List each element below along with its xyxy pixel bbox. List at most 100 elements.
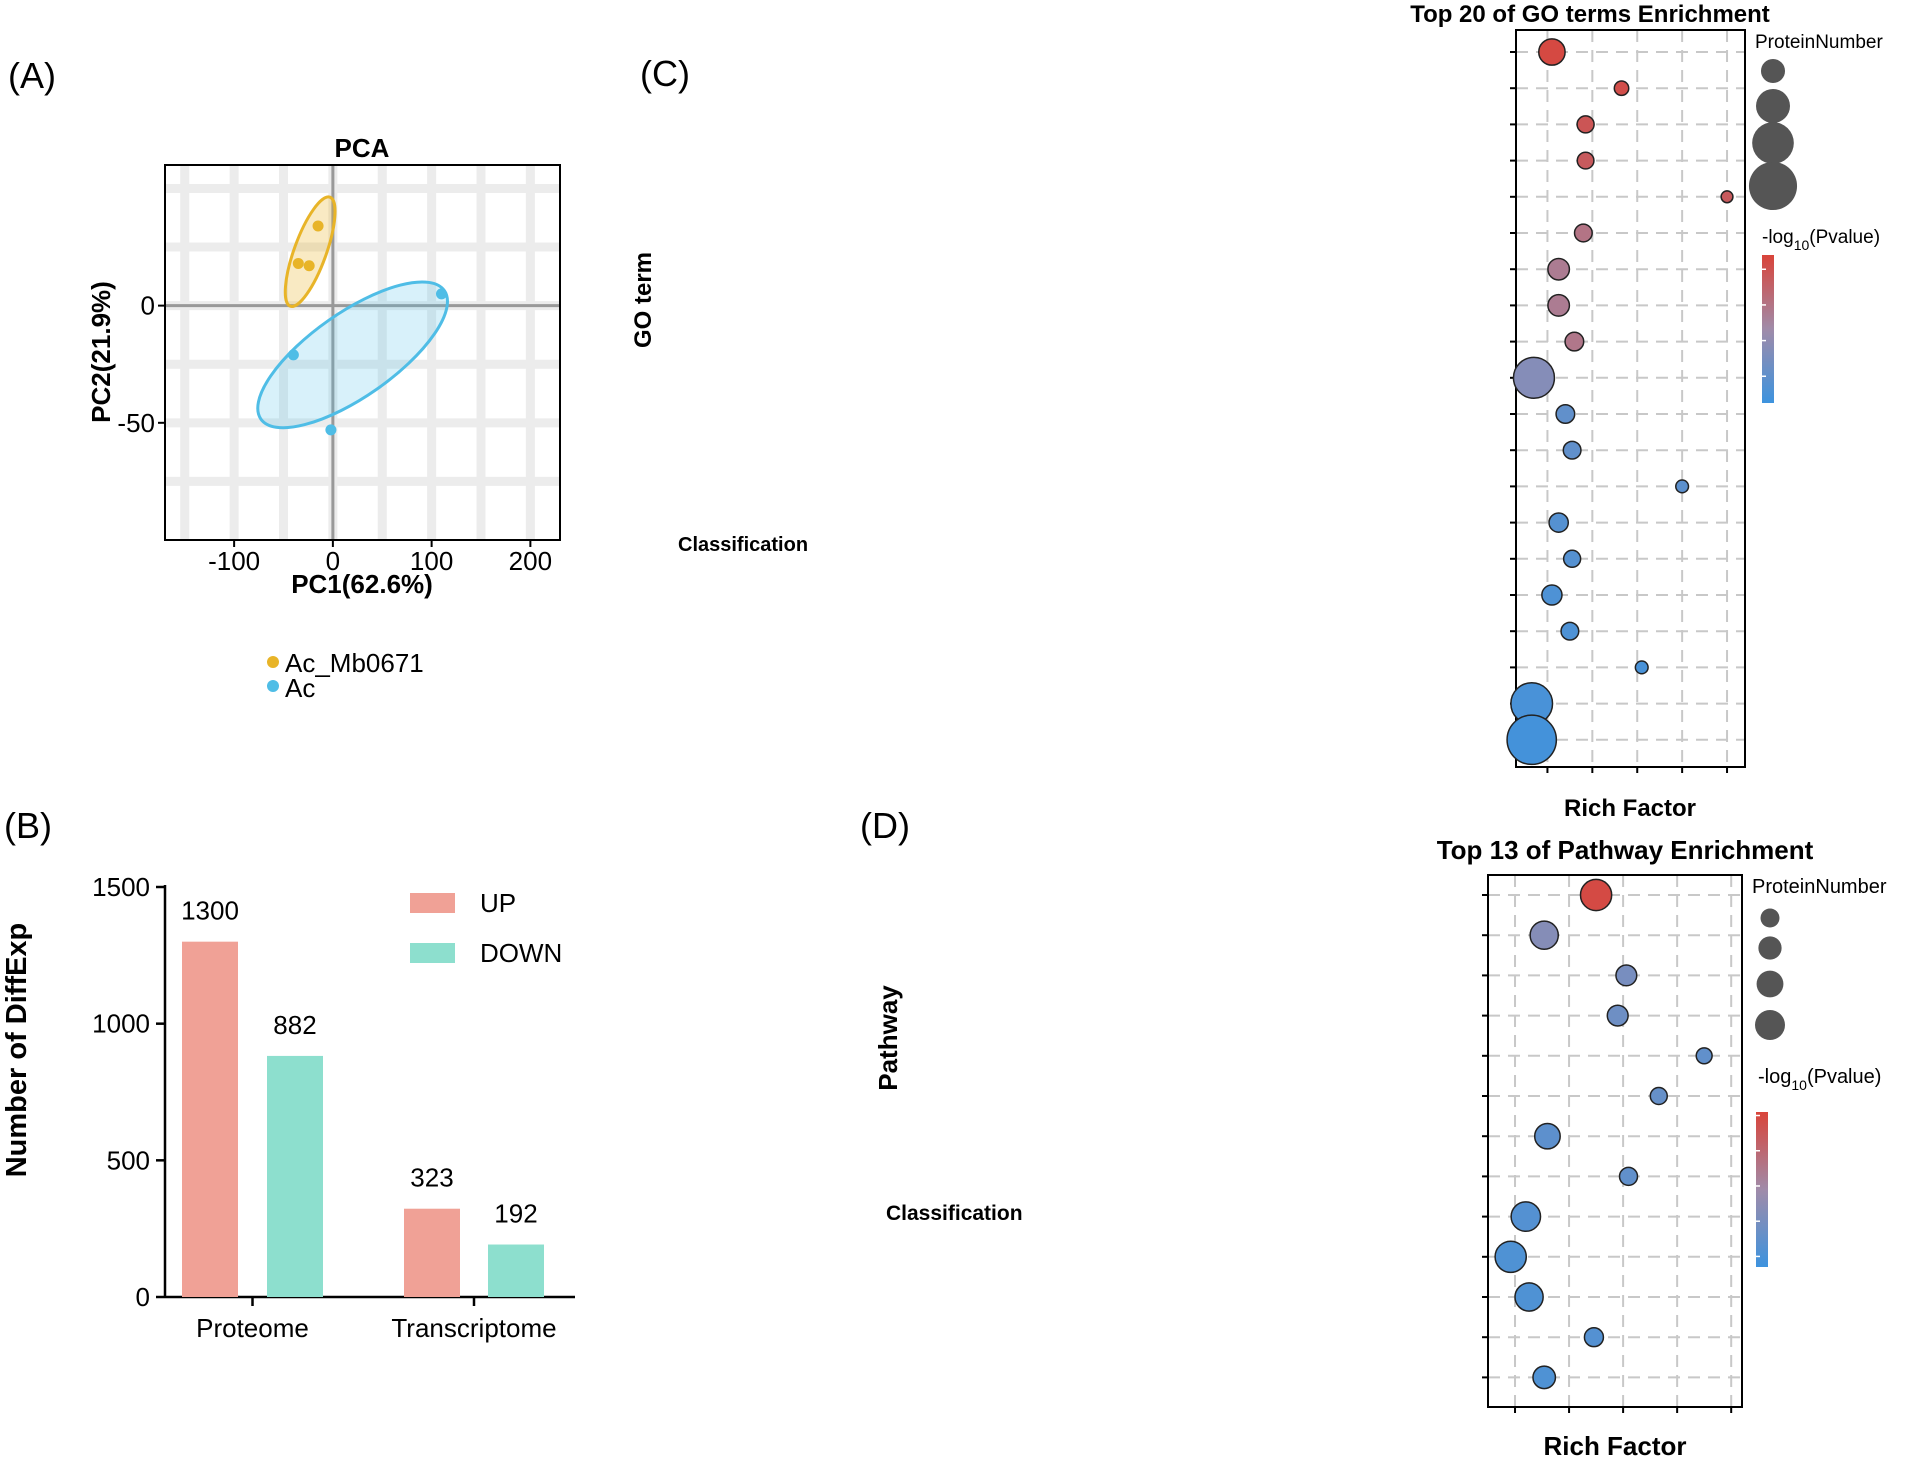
pathway-title: Top 13 of Pathway Enrichment <box>1437 835 1814 865</box>
go-bubble <box>1675 479 1690 494</box>
go-ticks <box>1546 767 1729 773</box>
legend-label-ac: Ac <box>285 673 315 703</box>
pathway-x-axis-label: Rich Factor <box>1543 1431 1686 1457</box>
go-bubble <box>1562 440 1582 460</box>
pca-y-tick-label: -50 <box>117 408 155 438</box>
bar-data-label: 192 <box>494 1199 537 1229</box>
pca-x-tick-label: 100 <box>410 546 453 576</box>
go-color-legend <box>1762 255 1774 403</box>
go-bubble <box>1564 331 1585 352</box>
bar-y-tick-label: 0 <box>136 1282 150 1312</box>
panel-label-b: (B) <box>4 805 52 846</box>
pw-bubble <box>1583 1326 1605 1348</box>
bar-y-tick-label: 1500 <box>92 872 150 902</box>
pw-bubble <box>1494 1240 1528 1274</box>
pathway-ticks <box>1514 1407 1733 1413</box>
pca-y-tick-label: 0 <box>141 291 155 321</box>
go-bubble <box>1576 151 1595 170</box>
go-size-legend <box>1748 58 1798 211</box>
go-bubble <box>1541 584 1563 606</box>
go-bubble <box>1547 257 1571 281</box>
pathway-size-legend-title: ProteinNumber <box>1752 876 1887 898</box>
pathway-color-legend-sub: 10 <box>1791 1077 1807 1093</box>
pca-ticks: -100 0 100 200 0 -50 <box>117 291 552 576</box>
bar-up-transcriptome <box>404 1208 460 1297</box>
go-color-legend-title: -log10(Pvalue) <box>1762 227 1880 253</box>
bar-up-proteome <box>182 941 238 1297</box>
bars: 1300 882 323 192 <box>181 896 544 1297</box>
pw-size-legend-circle <box>1756 970 1784 998</box>
bar-x-tick-label: Transcriptome <box>391 1313 556 1343</box>
go-bubbles <box>1506 38 1734 766</box>
pathway-y-axis-label: Pathway <box>873 985 903 1091</box>
legend-label-up: UP <box>480 888 516 918</box>
go-bubble <box>1548 512 1570 533</box>
go-bubble <box>1555 403 1576 425</box>
go-size-legend-circle <box>1760 58 1786 84</box>
go-bubble <box>1613 80 1630 97</box>
legend-label-ac-mb0671: Ac_Mb0671 <box>285 648 424 678</box>
pw-bubble <box>1579 878 1613 912</box>
go-size-legend-circle <box>1748 161 1798 211</box>
pw-bubble <box>1695 1047 1713 1065</box>
pathway-color-legend-suffix: (Pvalue) <box>1807 1066 1881 1088</box>
bar-y-tick-label: 1000 <box>92 1009 150 1039</box>
panel-label-d: (D) <box>860 805 910 846</box>
legend-swatch-down <box>410 943 455 963</box>
go-bubble <box>1506 714 1558 766</box>
go-bubble <box>1538 38 1566 66</box>
go-bubble <box>1720 190 1734 204</box>
bar-x-tick-label: Proteome <box>196 1313 309 1343</box>
bar-legend: UP DOWN <box>410 888 562 968</box>
pca-plot-frame <box>164 164 561 541</box>
legend-marker-ac <box>267 680 279 692</box>
bar-y-tick-label: 500 <box>107 1145 150 1175</box>
pw-bubble <box>1510 1201 1542 1233</box>
pca-point-ac-mb0671 <box>303 260 315 272</box>
pathway-size-legend <box>1755 908 1785 1040</box>
bar-down-proteome <box>267 1055 323 1297</box>
pca-point-ac <box>287 349 299 361</box>
go-x-axis-label: Rich Factor <box>1564 795 1696 822</box>
pw-bubble <box>1606 1004 1629 1027</box>
pca-points <box>287 220 447 436</box>
bar-data-label: 323 <box>410 1163 453 1193</box>
diffexp-bar-chart: 0 500 1000 1500 Proteome Transcriptome 1300 88… <box>1 872 575 1343</box>
go-bubble <box>1634 660 1649 675</box>
pca-x-axis-label: PC1(62.6%) <box>291 569 433 599</box>
pca-title: PCA <box>335 133 390 163</box>
pw-size-legend-circle <box>1755 1010 1785 1040</box>
pca-legend: Ac_Mb0671 Ac <box>267 648 424 703</box>
bar-data-label: 882 <box>273 1010 316 1040</box>
go-title: Top 20 of GO terms Enrichment <box>1410 1 1770 28</box>
pw-bubble <box>1618 1166 1639 1187</box>
pw-bubble <box>1649 1086 1669 1106</box>
pathway-plot-frame <box>1487 874 1743 1408</box>
pca-x-tick-label: -100 <box>208 546 260 576</box>
bar-y-axis-label: Number of DiffExp <box>1 923 33 1178</box>
go-bubble <box>1562 549 1582 569</box>
go-bubble <box>1560 621 1580 641</box>
go-classification-title: Classification <box>678 534 808 556</box>
bar-axes: 0 500 1000 1500 Proteome Transcriptome <box>92 872 575 1343</box>
bar-data-label: 1300 <box>181 896 239 926</box>
pathway-color-legend-prefix: -log <box>1758 1066 1791 1088</box>
go-color-legend-prefix: -log <box>1762 227 1794 248</box>
go-color-legend-suffix: (Pvalue) <box>1809 227 1880 248</box>
pca-x-tick-label: 200 <box>509 546 552 576</box>
pca-y-axis-label: PC2(21.9%) <box>86 281 116 423</box>
pw-bubble <box>1532 1365 1557 1390</box>
go-color-legend-sub: 10 <box>1794 237 1810 253</box>
go-color-bar <box>1762 255 1774 403</box>
pw-size-legend-circle <box>1760 908 1780 928</box>
pw-bubble <box>1533 1122 1561 1150</box>
go-bubble <box>1547 293 1571 317</box>
pathway-bubbles <box>1494 878 1713 1390</box>
pathway-grid <box>1488 875 1742 1407</box>
pca-point-ac <box>325 424 337 436</box>
go-size-legend-circle <box>1752 122 1794 164</box>
go-size-legend-title: ProteinNumber <box>1755 32 1883 53</box>
pathway-classification-title: Classification <box>886 1202 1023 1225</box>
pca-grid <box>165 165 560 540</box>
legend-label-down: DOWN <box>480 938 562 968</box>
